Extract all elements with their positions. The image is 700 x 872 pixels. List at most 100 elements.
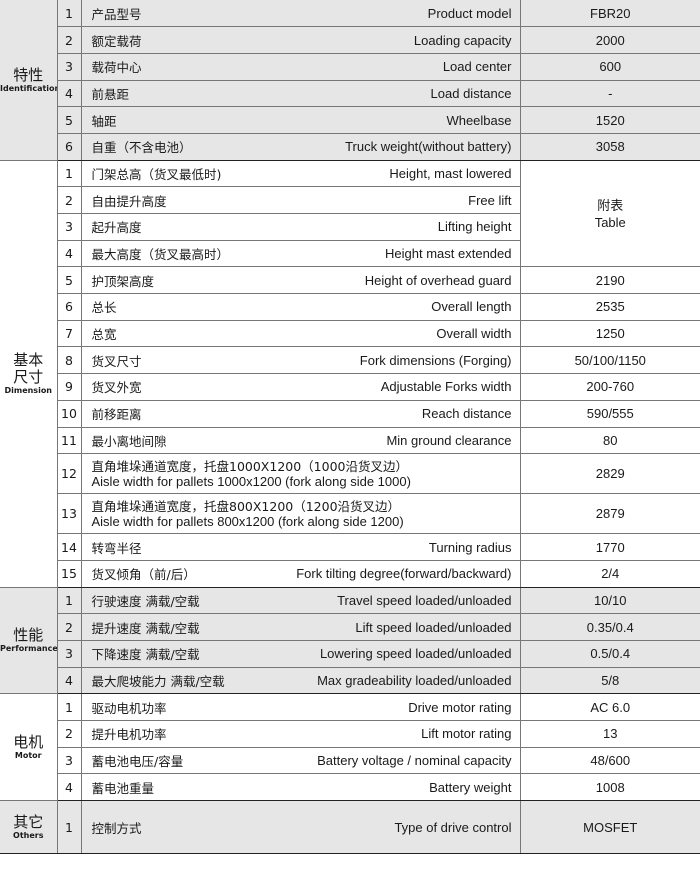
row-number: 7 [57,320,82,348]
category-zh: 特性 [13,65,44,84]
value-cell: 2/4 [519,560,700,588]
description-en: Height mast extended [385,246,512,262]
description-zh: 提升速度 满载/空载 [91,620,200,636]
description-en: Overall width [436,326,512,342]
table-row: 13 直角堆垛通道宽度，托盘800X1200（1200沿货叉边） Aisle wid… [0,493,700,535]
description: 蓄电池电压/容量 Battery voltage / nominal capaci… [82,751,520,770]
description-cell: 产品型号 Product model [81,0,520,28]
description-zh: 控制方式 [91,820,142,836]
description-en: Lowering speed loaded/unloaded [319,646,512,662]
row-number: 2 [57,613,82,641]
table-row: 4 最大高度（货叉最高时） Height mast extended [0,240,700,268]
category-cell: 电机 Motor [0,693,58,802]
description-en: Adjustable Forks width [380,379,512,395]
description-zh: 轴距 [91,113,117,129]
description-zh: 总长 [91,300,117,316]
description: 最小离地间隙 Min ground clearance [82,431,520,450]
table-row: 12 直角堆垛通道宽度，托盘1000X1200（1000沿货叉边） Aisle wi… [0,453,700,495]
table-row: 4 最大爬坡能力 满载/空载 Max gradeability loaded/unl… [0,667,700,695]
description: 产品型号 Product model [82,4,520,23]
table-row: 6 自重（不含电池） Truck weight(without battery) 30… [0,133,700,161]
description: 前悬距 Load distance [82,84,520,103]
description-zh: 起升高度 [91,220,142,236]
table-row: 2 额定载荷 Loading capacity 2000 [0,26,700,54]
description-zh: 载荷中心 [91,60,142,76]
description-cell: 直角堆垛通道宽度，托盘1000X1200（1000沿货叉边） Aisle widt… [81,453,520,495]
description-en: Load distance [430,85,512,101]
description-en: Drive motor rating [408,699,512,715]
description-cell: 总宽 Overall width [81,320,520,348]
table-row: 2 提升电机功率 Lift motor rating 13 [0,720,700,748]
row-number: 4 [57,240,82,268]
description-cell: 控制方式 Type of drive control [81,800,520,855]
description: 最大爬坡能力 满载/空载 Max gradeability loaded/unlo… [82,671,520,690]
table-row: 8 货叉尺寸 Fork dimensions (Forging) 50/100/115… [0,346,700,375]
row-number: 3 [57,53,82,81]
description-zh: 额定载荷 [91,33,142,49]
description-zh: 门架总高（货叉最低时) [91,166,222,182]
description: 驱动电机功率 Drive motor rating [82,698,520,717]
description-en: Fork dimensions (Forging) [359,352,512,368]
value-cell: 1520 [519,106,700,134]
category-cell: 特性 Identification [0,0,58,161]
row-number: 10 [57,400,82,428]
description: 直角堆垛通道宽度，托盘1000X1200（1000沿货叉边） Aisle widt… [82,459,520,489]
description-en: Wheelbase [446,112,512,128]
description-cell: 最大爬坡能力 满载/空载 Max gradeability loaded/unlo… [81,667,520,695]
table-row: 7 总宽 Overall width 1250 [0,320,700,348]
description-cell: 直角堆垛通道宽度，托盘800X1200（1200沿货叉边） Aisle width… [81,493,520,535]
value-cell: 1250 [519,320,700,348]
description-en: Loading capacity [413,32,512,48]
description-cell: 自重（不含电池） Truck weight(without battery) [81,133,520,161]
row-number: 13 [57,493,82,535]
description-en: Free lift [468,192,512,208]
description-cell: 门架总高（货叉最低时) Height, mast lowered [81,160,520,188]
description-zh: 最大高度（货叉最高时） [91,247,230,263]
table-row: 15 货叉倾角（前/后） Fork tilting degree(forward/b… [0,560,700,588]
value-cell: 2829 [519,453,700,495]
category-en: Motor [14,751,42,761]
row-number: 4 [57,773,82,802]
description-cell: 下降速度 满载/空载 Lowering speed loaded/unloaded [81,640,520,668]
row-number: 3 [57,213,82,241]
description-cell: 轴距 Wheelbase [81,106,520,134]
category-en: Identification [0,83,57,93]
table-row: 基本 尺寸 Dimension 1 门架总高（货叉最低时) Height, mast l… [0,160,700,588]
description: 控制方式 Type of drive control [82,818,520,837]
description-cell: 蓄电池重量 Battery weight [81,773,520,802]
row-number: 1 [57,160,82,188]
description-zh: 直角堆垛通道宽度，托盘1000X1200（1000沿货叉边） [91,458,409,474]
description-zh: 护顶架高度 [91,273,155,289]
description: 自由提升高度 Free lift [82,191,520,210]
table-row: 特性 Identification 1 产品型号 Product model FBR20 [0,0,700,161]
row-number: 12 [57,453,82,495]
description-zh: 驱动电机功率 [91,700,167,716]
description-zh: 自重（不含电池） [91,140,192,156]
description-cell: 护顶架高度 Height of overhead guard [81,266,520,295]
description-en: Load center [442,59,512,75]
row-number: 3 [57,747,82,775]
description-en: Min ground clearance [386,432,512,448]
row-number: 2 [57,186,82,214]
value-cell: 2190 [519,266,700,295]
description-en: Aisle width for pallets 1000x1200 (fork … [91,473,411,489]
value-cell: 2535 [519,293,700,321]
description-en: Battery voltage / nominal capacity [317,753,512,769]
row-number: 4 [57,667,82,695]
table-row: 9 货叉外宽 Adjustable Forks width 200-760 [0,373,700,401]
description: 下降速度 满载/空载 Lowering speed loaded/unloaded [82,644,520,663]
row-number: 1 [57,0,82,28]
description-cell: 货叉外宽 Adjustable Forks width [81,373,520,401]
value-cell: 200-760 [519,373,700,401]
table-row: 3 蓄电池电压/容量 Battery voltage / nominal capac… [0,747,700,775]
row-number: 1 [57,693,82,721]
description-cell: 自由提升高度 Free lift [81,186,520,214]
description-zh: 自由提升高度 [91,193,167,209]
table-row: 2 提升速度 满载/空载 Lift speed loaded/unloaded 0.3… [0,613,700,641]
description-zh: 蓄电池重量 [91,780,155,796]
row-number: 6 [57,133,82,161]
description: 转弯半径 Turning radius [82,538,520,557]
description: 起升高度 Lifting height [82,217,520,236]
table-row: 其它 Others 1 控制方式 Type of drive control MOSFET [0,800,700,855]
value-cell: 50/100/1150 [519,346,700,375]
